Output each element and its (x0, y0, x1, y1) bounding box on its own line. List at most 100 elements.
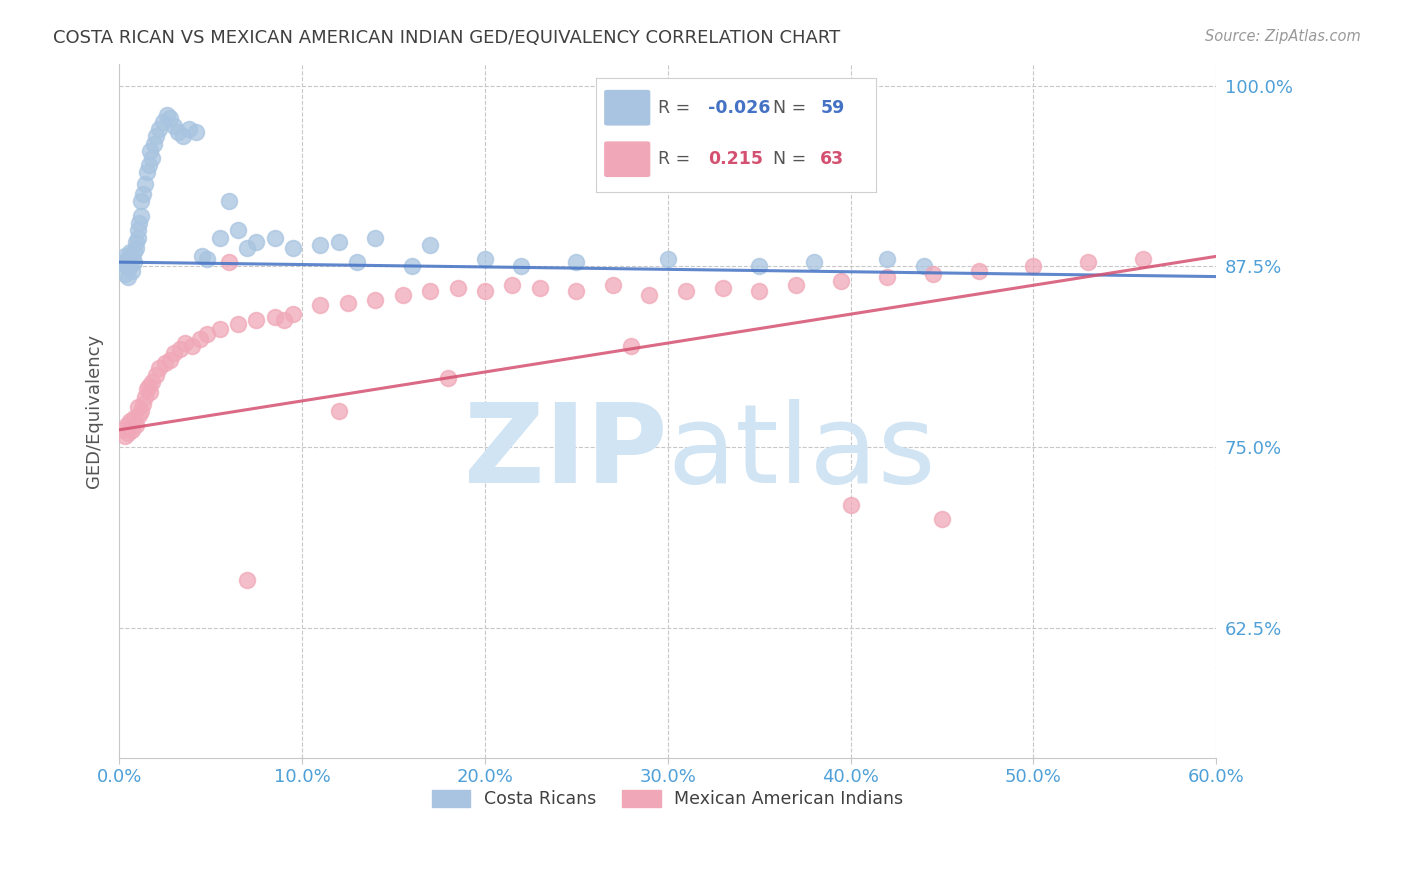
Legend: Costa Ricans, Mexican American Indians: Costa Ricans, Mexican American Indians (425, 782, 911, 815)
Point (391, 288, 413, 302)
Point (501, 278, 523, 293)
Point (120, 245, 142, 260)
Point (122, 255, 145, 269)
Point (129, 209, 152, 223)
Point (132, 397, 155, 411)
Point (141, 375, 163, 389)
Point (115, 418, 138, 433)
Point (163, 346, 186, 360)
Point (195, 327, 218, 342)
Point (1022, 260, 1045, 274)
Point (912, 260, 935, 274)
Point (510, 260, 533, 274)
Text: atlas: atlas (668, 399, 936, 506)
Point (218, 194, 240, 209)
Point (120, 414, 142, 428)
Point (111, 255, 134, 269)
Point (565, 284, 588, 298)
Point (565, 255, 588, 269)
Point (620, 339, 643, 353)
Point (474, 284, 496, 298)
Point (114, 428, 136, 442)
Point (803, 255, 825, 269)
Point (675, 284, 697, 298)
Point (125, 418, 148, 433)
Point (236, 241, 259, 255)
Point (138, 158, 160, 172)
Point (273, 313, 295, 327)
Point (145, 368, 167, 382)
Point (876, 269, 898, 284)
Point (127, 230, 149, 244)
Point (419, 237, 441, 252)
Point (602, 278, 624, 293)
Point (127, 223, 149, 237)
Point (195, 252, 218, 267)
Point (166, 125, 188, 139)
Point (111, 423, 134, 437)
Point (188, 332, 211, 346)
Point (134, 390, 156, 404)
Point (364, 230, 387, 244)
Point (711, 281, 734, 295)
Point (141, 151, 163, 165)
Point (245, 235, 267, 249)
Point (172, 129, 194, 144)
Point (474, 252, 496, 267)
Point (127, 400, 149, 414)
Point (128, 409, 150, 423)
Point (117, 269, 139, 284)
Point (143, 136, 166, 151)
Point (117, 252, 139, 267)
Point (114, 267, 136, 281)
Point (181, 339, 204, 353)
Point (437, 371, 460, 385)
Point (785, 278, 807, 293)
Point (117, 425, 139, 440)
Point (281, 307, 304, 321)
Point (336, 295, 359, 310)
Point (263, 310, 285, 324)
Point (138, 379, 160, 393)
Point (226, 223, 249, 237)
Point (748, 284, 770, 298)
Text: ZIP: ZIP (464, 399, 668, 506)
Point (839, 498, 862, 512)
Point (931, 512, 953, 526)
Point (114, 249, 136, 263)
Point (163, 120, 186, 134)
Point (115, 260, 138, 274)
Point (921, 267, 943, 281)
Point (245, 313, 267, 327)
Point (122, 411, 145, 425)
Text: COSTA RICAN VS MEXICAN AMERICAN INDIAN GED/EQUIVALENCY CORRELATION CHART: COSTA RICAN VS MEXICAN AMERICAN INDIAN G… (53, 29, 841, 46)
Point (148, 122, 170, 136)
Point (364, 293, 387, 307)
Point (134, 177, 156, 191)
Point (346, 255, 368, 269)
Point (190, 249, 212, 263)
Point (128, 216, 150, 230)
Point (218, 255, 240, 269)
Point (135, 165, 157, 179)
Point (328, 235, 350, 249)
Point (120, 260, 142, 274)
Point (309, 237, 332, 252)
Point (159, 111, 181, 125)
Point (121, 252, 143, 267)
Point (129, 194, 152, 209)
Point (159, 353, 181, 368)
Point (156, 108, 179, 122)
Point (446, 281, 468, 295)
Point (121, 423, 143, 437)
Text: Source: ZipAtlas.com: Source: ZipAtlas.com (1205, 29, 1361, 44)
Point (129, 404, 152, 418)
Point (169, 342, 191, 356)
Point (121, 264, 143, 278)
Point (657, 252, 679, 267)
Point (309, 298, 332, 312)
Point (830, 274, 852, 288)
Point (638, 288, 661, 302)
Y-axis label: GED/Equivalency: GED/Equivalency (86, 334, 103, 488)
Point (177, 122, 200, 136)
